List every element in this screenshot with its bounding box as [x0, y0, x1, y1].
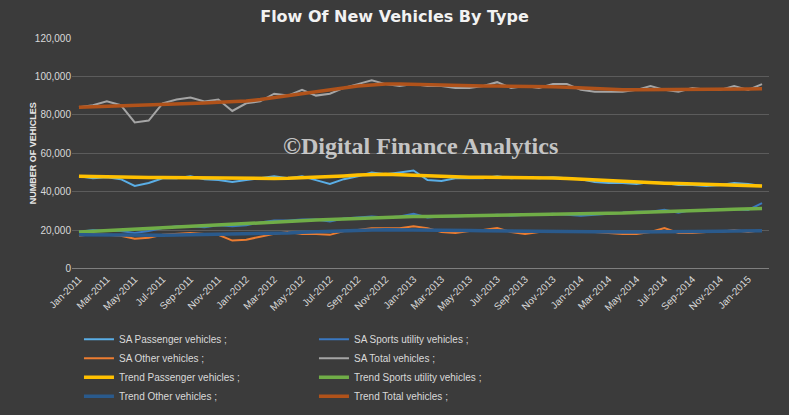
svg-text:Sep-2014: Sep-2014: [659, 273, 698, 312]
svg-text:Jul-2014: Jul-2014: [634, 273, 669, 308]
svg-text:Trend Other vehicles ;: Trend Other vehicles ;: [119, 391, 217, 402]
svg-text:Jan-2015: Jan-2015: [716, 273, 754, 311]
svg-text:Jan-2011: Jan-2011: [47, 273, 84, 310]
svg-text:Jul-2011: Jul-2011: [133, 273, 168, 308]
svg-text:Nov-2011: Nov-2011: [185, 273, 223, 311]
svg-text:40,000: 40,000: [40, 186, 71, 197]
svg-text:NUMBER OF VEHICLES: NUMBER OF VEHICLES: [28, 102, 38, 204]
svg-text:SA Passenger vehicles ;: SA Passenger vehicles ;: [119, 334, 227, 345]
svg-text:Jan-2012: Jan-2012: [214, 273, 252, 311]
svg-text:May-2014: May-2014: [602, 273, 642, 313]
svg-text:Nov-2014: Nov-2014: [687, 273, 726, 312]
svg-text:Jan-2014: Jan-2014: [548, 273, 586, 311]
svg-text:60,000: 60,000: [40, 148, 71, 159]
svg-text:Mar-2014: Mar-2014: [576, 273, 614, 311]
svg-text:100,000: 100,000: [35, 71, 72, 82]
svg-text:May-2012: May-2012: [268, 273, 308, 313]
svg-text:Nov-2012: Nov-2012: [352, 273, 391, 312]
svg-text:Nov-2013: Nov-2013: [519, 273, 558, 312]
svg-text:Sep-2013: Sep-2013: [492, 273, 531, 312]
svg-text:20,000: 20,000: [40, 225, 71, 236]
svg-text:Trend Total vehicles ;: Trend Total vehicles ;: [354, 391, 448, 402]
svg-text:Flow Of New Vehicles By Type: Flow Of New Vehicles By Type: [260, 7, 529, 26]
svg-text:SA Sports utility vehicles ;: SA Sports utility vehicles ;: [354, 334, 469, 345]
svg-text:Trend Sports utility vehicles: Trend Sports utility vehicles ;: [354, 372, 481, 383]
svg-text:Trend Passenger vehicles ;: Trend Passenger vehicles ;: [119, 372, 240, 383]
svg-text:Sep-2012: Sep-2012: [324, 273, 363, 312]
svg-text:May-2013: May-2013: [435, 273, 475, 313]
svg-text:SA Total vehicles ;: SA Total vehicles ;: [354, 353, 435, 364]
svg-text:0: 0: [65, 263, 71, 274]
svg-text:Mar-2012: Mar-2012: [241, 273, 279, 311]
svg-text:80,000: 80,000: [40, 109, 71, 120]
svg-text:Sep-2011: Sep-2011: [158, 273, 196, 311]
svg-text:Jul-2013: Jul-2013: [467, 273, 502, 308]
svg-text:©Digital Finance Analytics: ©Digital Finance Analytics: [283, 133, 558, 159]
svg-text:SA Other vehicles ;: SA Other vehicles ;: [119, 353, 204, 364]
svg-text:Mar-2011: Mar-2011: [74, 273, 112, 311]
svg-text:120,000: 120,000: [35, 33, 72, 44]
svg-text:May-2011: May-2011: [101, 273, 140, 312]
svg-text:Jul-2012: Jul-2012: [300, 273, 335, 308]
svg-text:Mar-2013: Mar-2013: [408, 273, 446, 311]
svg-text:Jan-2013: Jan-2013: [381, 273, 419, 311]
